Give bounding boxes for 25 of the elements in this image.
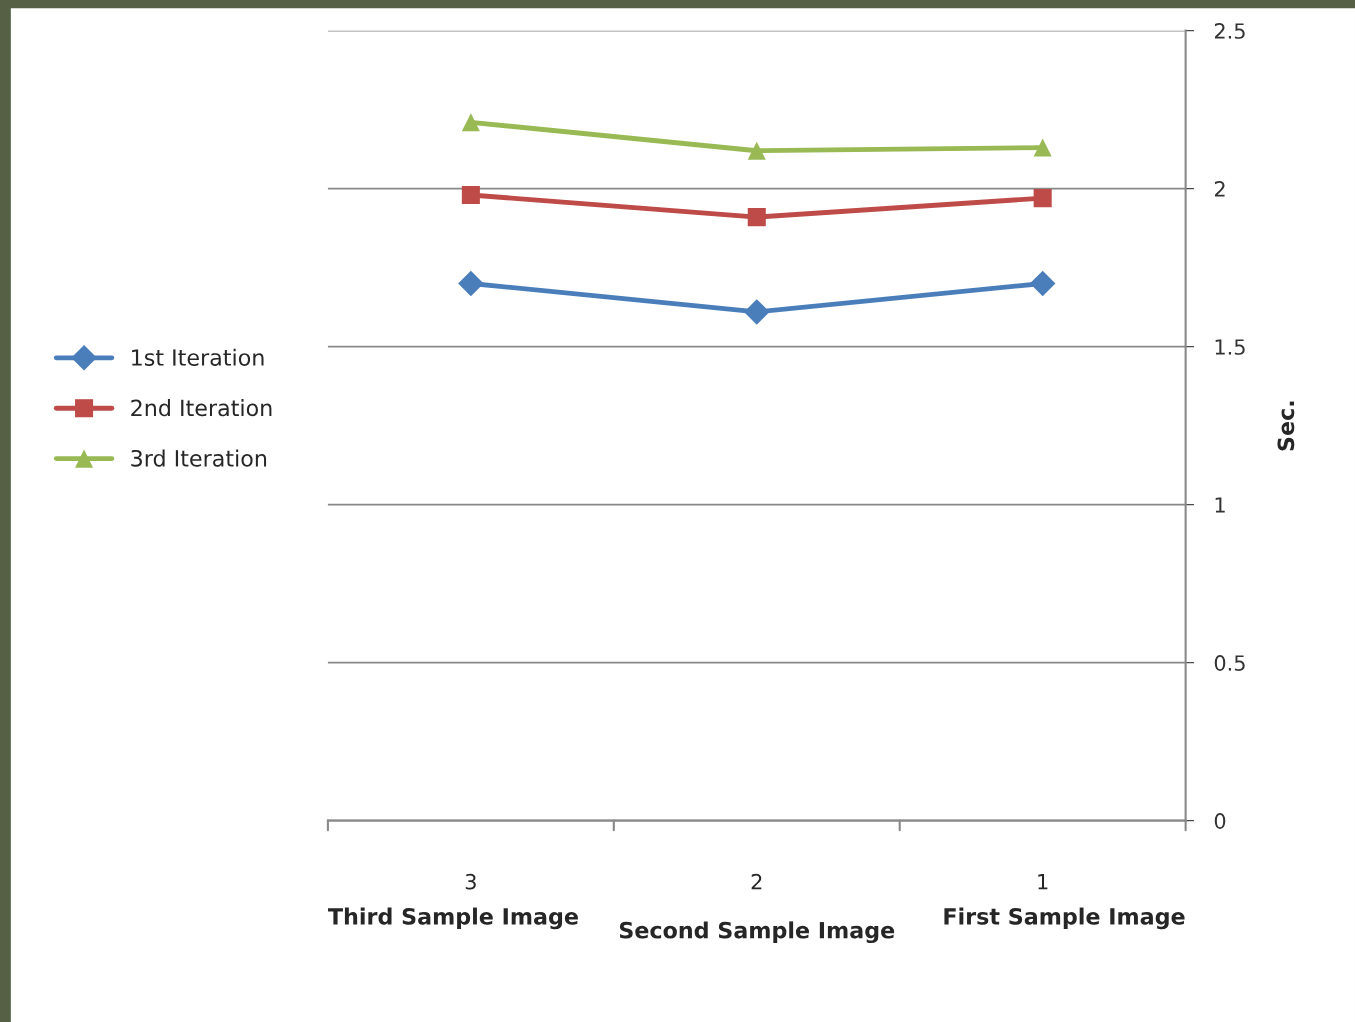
x-axis-title: Second Sample Image	[619, 921, 895, 944]
y-axis-title: Sec.	[1277, 401, 1295, 451]
point	[461, 113, 480, 132]
point	[1033, 138, 1052, 157]
point	[1029, 270, 1056, 297]
point	[458, 270, 484, 297]
y-tick-label: 2.5	[1214, 23, 1245, 39]
y-tick-label: 2	[1214, 181, 1225, 197]
y-tick-label: 0.5	[1214, 655, 1245, 671]
point	[744, 299, 770, 325]
legend-label: 3rd Iteration	[131, 449, 267, 467]
legend-label: 1st Iteration	[132, 348, 264, 366]
point	[747, 208, 766, 227]
x-tick-label: 3	[465, 873, 476, 890]
x-tick-label: 2	[751, 873, 762, 890]
point	[461, 185, 480, 205]
point	[1033, 189, 1052, 208]
point	[747, 141, 766, 160]
y-tick-label: 1.5	[1215, 339, 1245, 355]
y-tick-label: 0	[1214, 813, 1226, 829]
text: First Sample Image	[944, 907, 1185, 930]
legend-label: 2nd Iteration	[131, 399, 272, 417]
text: Third Sample Image	[328, 907, 578, 930]
x-tick-label: 1	[1038, 874, 1048, 890]
y-tick-label: 1	[1215, 497, 1225, 513]
